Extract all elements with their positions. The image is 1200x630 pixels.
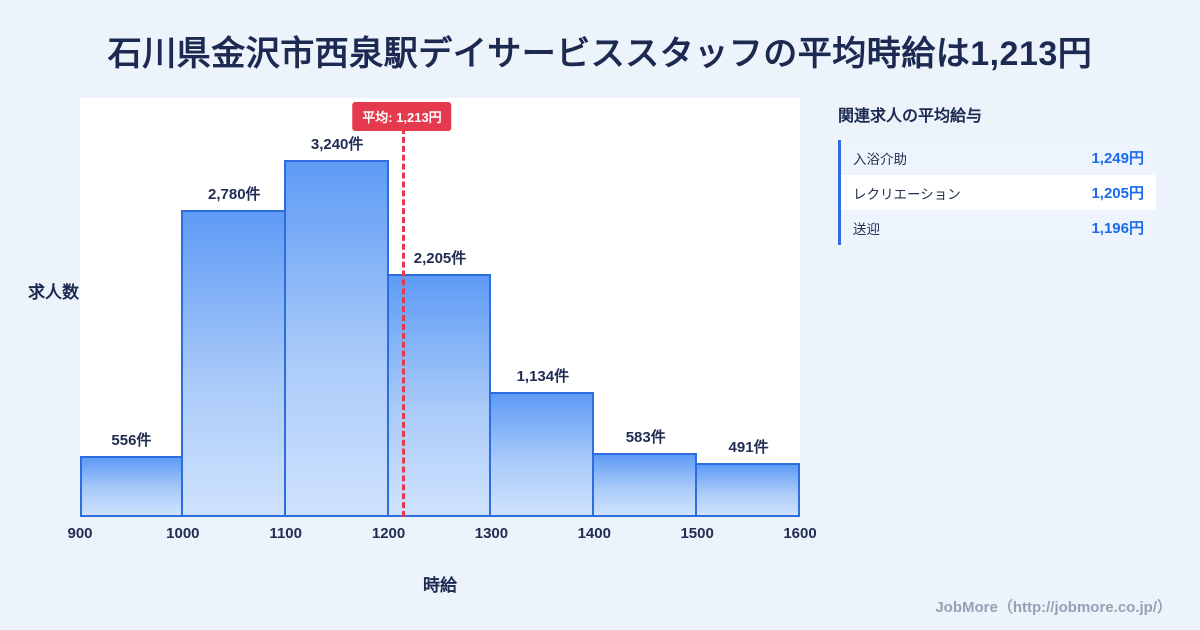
x-tick-label: 1000 <box>166 525 200 542</box>
row-value: 1,205円 <box>1091 185 1144 202</box>
table-row: レクリエーション 1,205円 <box>841 175 1156 210</box>
table-row: 送迎 1,196円 <box>841 210 1156 245</box>
histogram-bar <box>592 452 698 517</box>
average-line <box>401 128 405 517</box>
histogram-bar <box>695 462 800 517</box>
table-row: 入浴介助 1,249円 <box>841 140 1156 175</box>
y-axis-title: 求人数 <box>28 283 79 302</box>
bar-value-label: 2,780件 <box>208 186 261 204</box>
row-label: 送迎 <box>853 221 880 237</box>
histogram-bar <box>283 159 389 517</box>
page-title: 石川県金沢市西泉駅デイサービススタッフの平均時給は1,213円 <box>107 35 1093 73</box>
row-value: 1,249円 <box>1091 150 1144 167</box>
bar-value-label: 3,240件 <box>310 135 364 153</box>
x-tick-label: 1200 <box>371 525 406 542</box>
histogram-bar <box>180 210 286 517</box>
bar-value-label: 583件 <box>625 428 666 446</box>
row-value: 1,196円 <box>1091 220 1144 237</box>
bar-value-label: 556件 <box>111 431 152 449</box>
histogram-bar <box>80 455 183 517</box>
x-tick-label: 1400 <box>577 525 611 542</box>
histogram-bar <box>489 391 595 517</box>
bar-value-label: 491件 <box>728 438 769 456</box>
side-panel-title: 関連求人の平均給与 <box>838 108 983 125</box>
x-tick-label: 1100 <box>269 525 302 542</box>
row-label: レクリエーション <box>853 186 961 202</box>
salary-table: 入浴介助 1,249円レクリエーション 1,205円送迎 1,196円 <box>838 140 1156 245</box>
footer-credit: JobMore（http://jobmore.co.jp/） <box>935 599 1172 616</box>
x-tick-label: 1600 <box>783 525 817 542</box>
x-axis-title: 時給 <box>423 576 457 595</box>
row-label: 入浴介助 <box>853 151 907 167</box>
bar-value-label: 2,205件 <box>413 249 467 267</box>
x-tick-label: 1300 <box>474 525 509 542</box>
chart-plot: 平均: 1,213円 556件 2,780件 3,240件 2,205件 1,134件 5… <box>80 98 800 517</box>
bar-value-label: 1,134件 <box>516 367 570 385</box>
average-badge: 平均: 1,213円 <box>352 102 452 131</box>
x-tick-label: 900 <box>67 525 93 542</box>
x-tick-label: 1500 <box>680 525 714 542</box>
